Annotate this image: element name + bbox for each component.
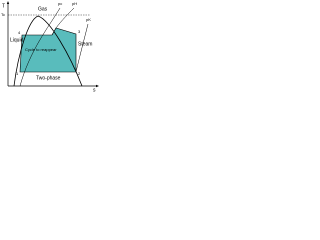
tc-label: Tc <box>1 12 5 17</box>
x-arrow <box>96 84 99 88</box>
point-label: 2 <box>78 71 81 76</box>
pc-label: pc <box>58 1 62 6</box>
cycle-area <box>20 28 76 72</box>
point-label: 1 <box>16 71 19 76</box>
point-label: 4 <box>18 30 21 35</box>
pk-label: pK <box>86 17 91 22</box>
liquid-label: Liquid <box>10 37 24 43</box>
ts-diagram: T Tc Gas pc pH pK Liquid Steam Cycle to … <box>0 0 100 93</box>
isobar-pc <box>19 7 61 87</box>
point-label: 3 <box>78 29 81 34</box>
isobar-pk <box>75 23 89 73</box>
two-phase-label: Two-phase <box>36 75 61 81</box>
y-arrow <box>6 1 10 4</box>
cycle-label: Cycle to reappear <box>25 47 57 52</box>
page: T Tc Gas pc pH pK Liquid Steam Cycle to … <box>0 0 320 93</box>
steam-label: Steam <box>78 41 92 47</box>
axis-label-t: T <box>2 3 5 9</box>
saturation-dome <box>13 15 83 87</box>
ph-label: pH <box>72 1 77 6</box>
gas-label: Gas <box>38 6 48 12</box>
axis-label-s: s <box>93 87 96 93</box>
cycle-outline <box>19 27 77 73</box>
